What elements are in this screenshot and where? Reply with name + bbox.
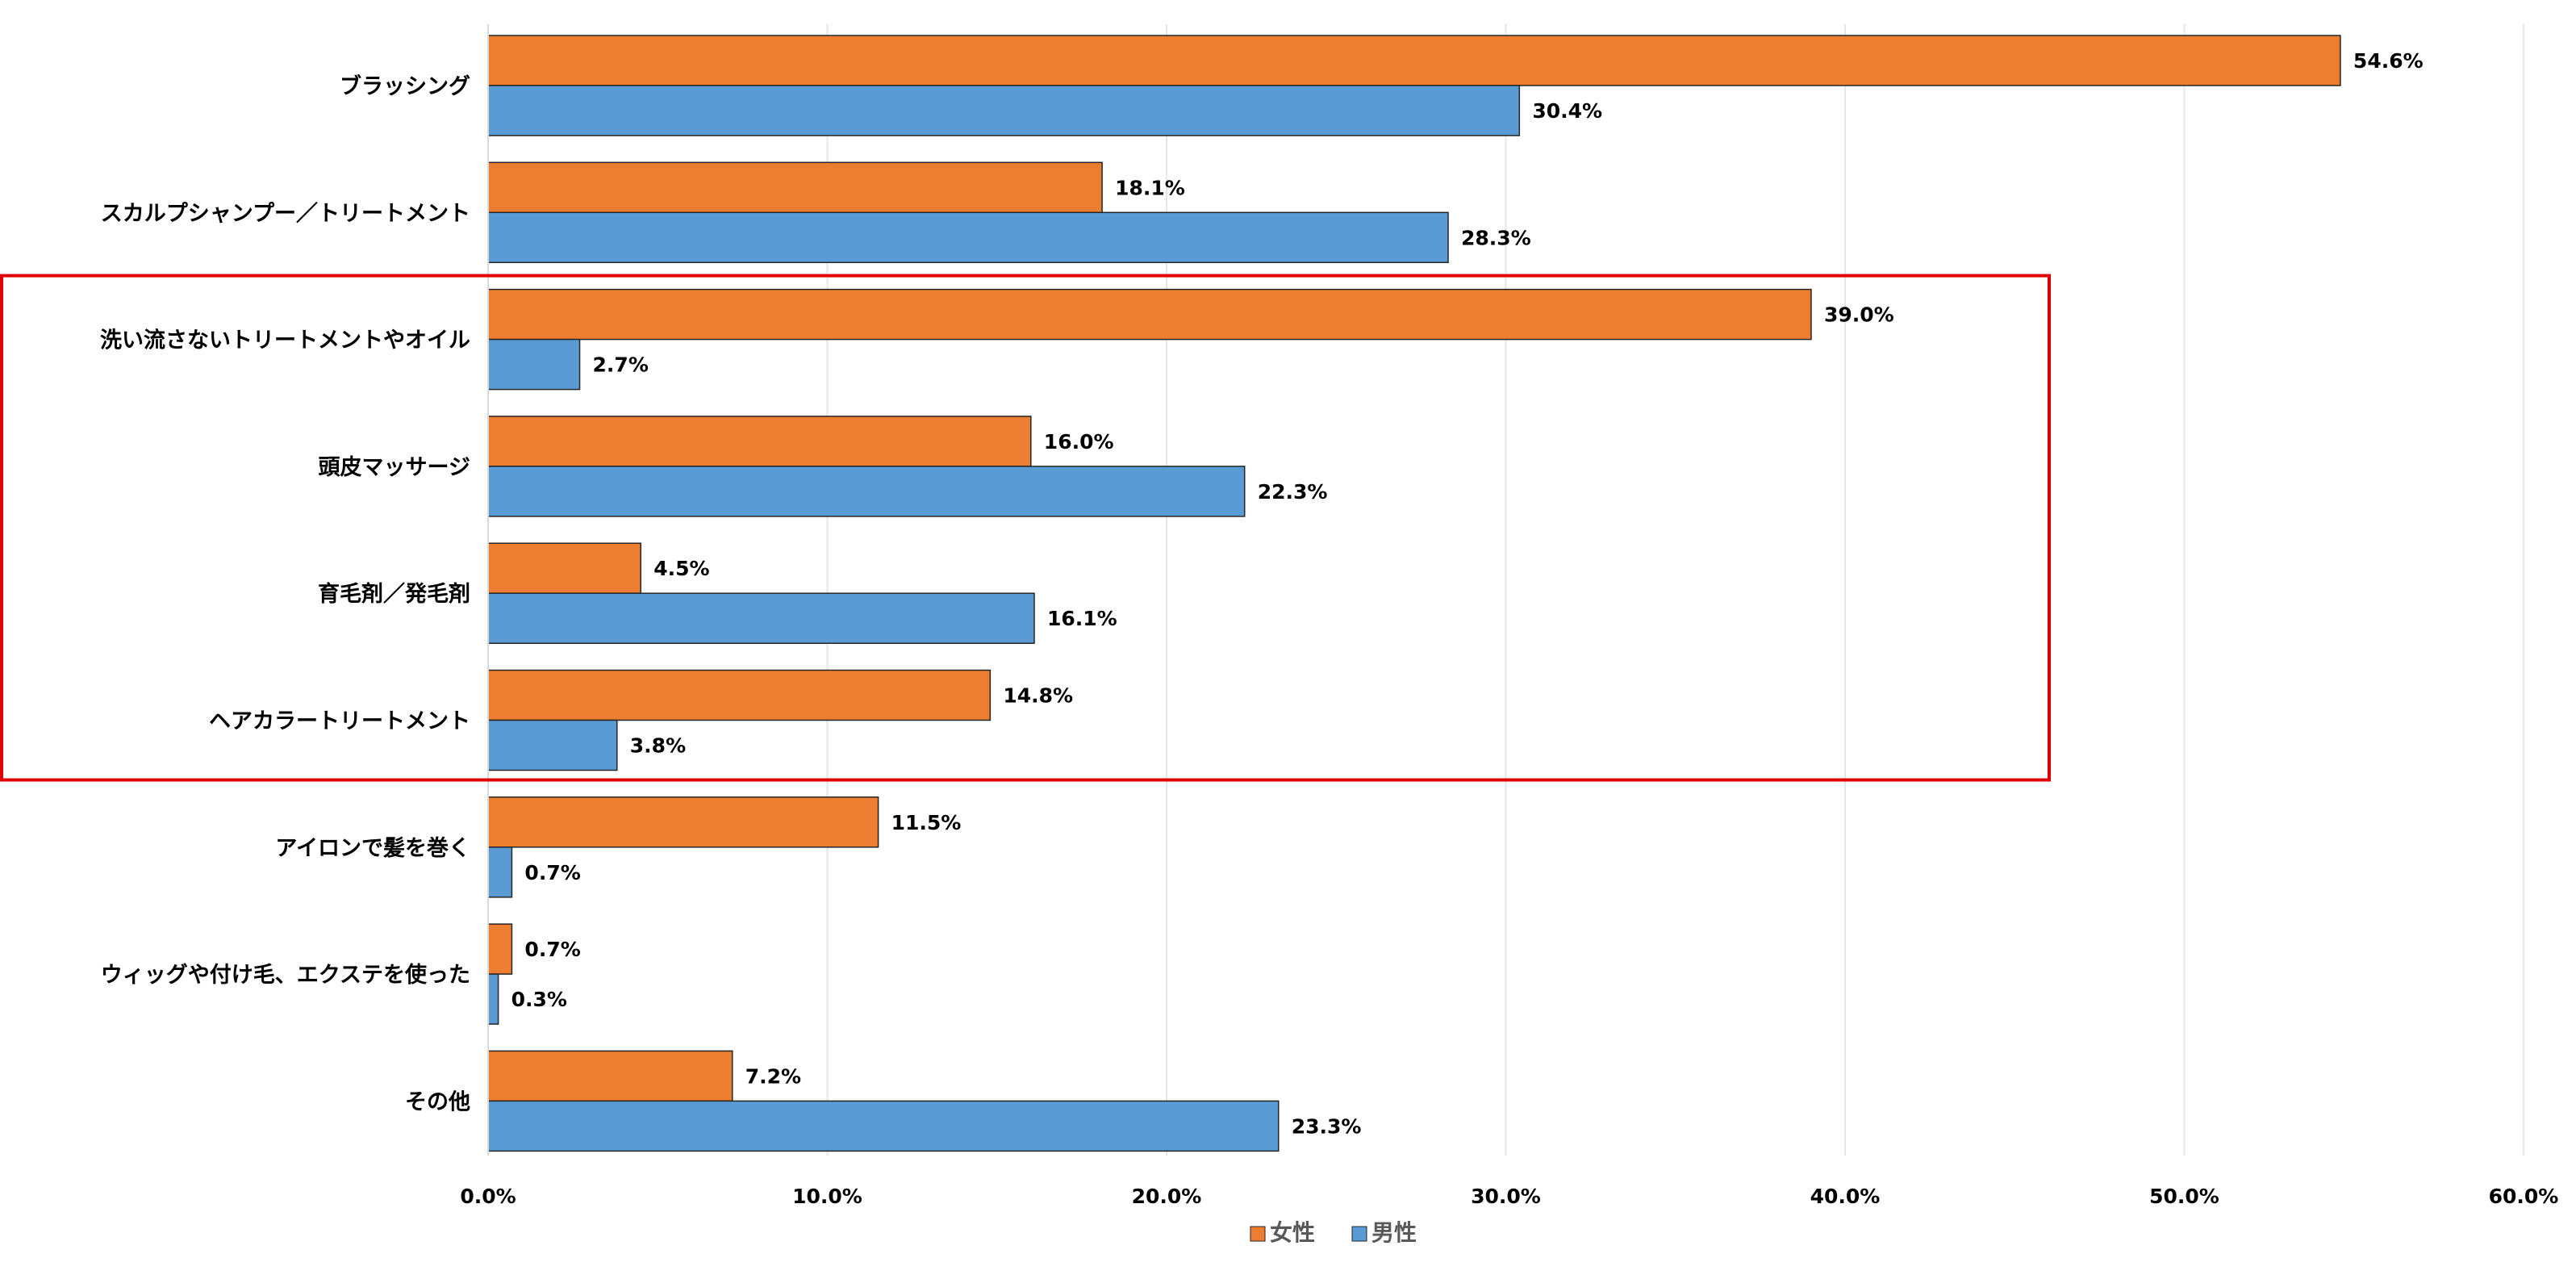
bar-female xyxy=(487,542,641,594)
x-tick-label: 20.0% xyxy=(1132,1185,1202,1208)
highlight-rectangle xyxy=(0,274,2051,782)
legend-label: 女性 xyxy=(1270,1219,1315,1246)
bar-female xyxy=(487,161,1103,214)
data-label: 14.8% xyxy=(1003,684,1073,708)
data-label: 2.7% xyxy=(593,353,649,377)
x-tick-label: 50.0% xyxy=(2149,1185,2219,1208)
legend-label: 男性 xyxy=(1372,1219,1417,1246)
x-tick-label: 30.0% xyxy=(1471,1185,1541,1208)
x-tick-label: 10.0% xyxy=(792,1185,862,1208)
x-tick-label: 0.0% xyxy=(460,1185,516,1208)
bar-female xyxy=(487,35,2341,86)
bar-male xyxy=(487,847,513,898)
x-tick-label: 60.0% xyxy=(2489,1185,2559,1208)
x-tick-label: 40.0% xyxy=(1810,1185,1881,1208)
bar-male xyxy=(487,85,1521,136)
legend-swatch-male xyxy=(1351,1226,1367,1242)
data-label: 7.2% xyxy=(745,1064,801,1088)
bars xyxy=(487,35,2341,1152)
data-label: 22.3% xyxy=(1258,480,1328,504)
category-label: 洗い流さないトリートメントやオイル xyxy=(100,328,470,353)
data-label: 28.3% xyxy=(1461,226,1531,249)
bar-female xyxy=(487,669,992,721)
bar-male xyxy=(487,211,1449,264)
bar-male xyxy=(487,466,1246,517)
data-label: 11.5% xyxy=(891,811,962,834)
data-label: 3.8% xyxy=(630,734,686,758)
data-label: 18.1% xyxy=(1115,176,1185,199)
category-label: 頭皮マッサージ xyxy=(319,455,470,480)
category-label: ウィッグや付け毛、エクステを使った xyxy=(101,962,470,988)
data-label: 16.0% xyxy=(1044,430,1114,454)
category-label: その他 xyxy=(405,1089,470,1114)
axes: 0.0% 10.0% 20.0% 30.0% 40.0% 50.0% 60.0% xyxy=(460,24,2558,1208)
bar-male xyxy=(487,719,618,771)
data-label: 0.7% xyxy=(524,861,580,884)
legend-swatch-female xyxy=(1250,1226,1266,1242)
bar-female xyxy=(487,288,1812,341)
data-label: 30.4% xyxy=(1532,99,1602,123)
category-label: 育毛剤／発毛剤 xyxy=(318,581,470,607)
category-label: アイロンで髪を巻く xyxy=(275,836,470,861)
bar-female xyxy=(487,416,1032,467)
data-label: 4.5% xyxy=(653,557,709,580)
highlight-box xyxy=(0,274,2051,782)
data-label: 16.1% xyxy=(1047,607,1117,630)
bar-male xyxy=(487,592,1035,644)
category-label: ヘアカラートリートメント xyxy=(209,709,470,734)
bar-male xyxy=(487,338,581,391)
labels: 54.6% 30.4% ブラッシング 18.1% 28.3% スカルプシャンプー／トリート… xyxy=(100,49,2424,1138)
category-label: スカルプシャンプー／トリートメント xyxy=(101,201,470,226)
legend: 女性 男性 xyxy=(1250,1219,1417,1246)
bar-male xyxy=(487,1100,1280,1152)
data-label: 0.3% xyxy=(511,988,567,1011)
data-label: 39.0% xyxy=(1824,303,1894,327)
bar-female xyxy=(487,1050,733,1102)
bar-male xyxy=(487,973,499,1025)
data-label: 23.3% xyxy=(1292,1114,1362,1138)
data-label: 0.7% xyxy=(524,938,580,961)
data-label: 54.6% xyxy=(2353,49,2424,73)
category-label: ブラッシング xyxy=(340,73,470,99)
bar-female xyxy=(487,923,513,975)
bar-female xyxy=(487,796,879,848)
